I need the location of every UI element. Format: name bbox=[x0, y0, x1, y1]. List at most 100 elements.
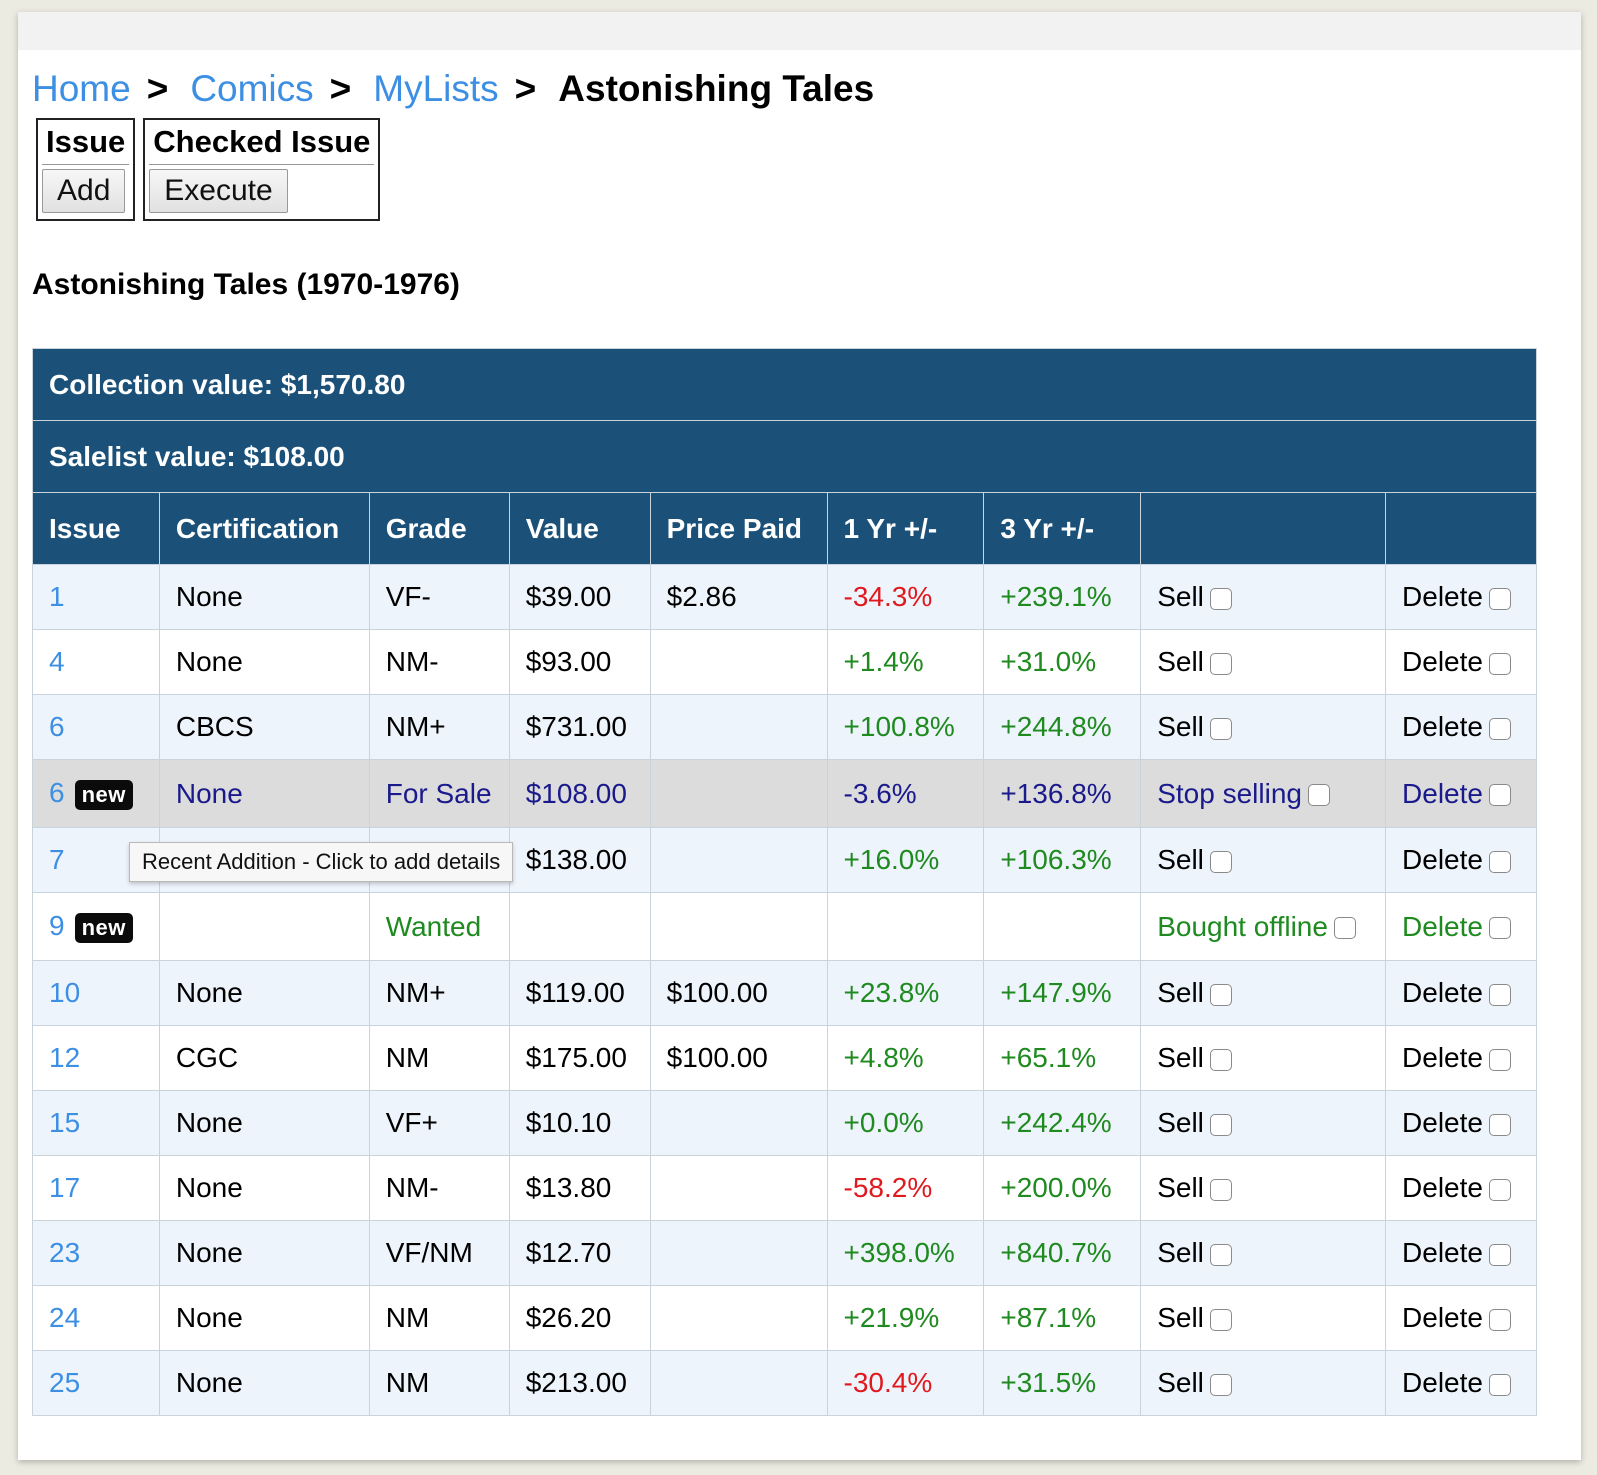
issue-link[interactable]: 6 bbox=[49, 711, 65, 742]
sell-checkbox[interactable] bbox=[1209, 1048, 1232, 1071]
delete-checkbox[interactable] bbox=[1488, 917, 1511, 940]
three-year-change-cell: +65.1% bbox=[983, 1025, 1142, 1091]
delete-checkbox[interactable] bbox=[1488, 652, 1511, 675]
issue-cell: 23 bbox=[32, 1220, 160, 1286]
sell-checkbox[interactable] bbox=[1307, 784, 1330, 807]
breadcrumb-comics-link[interactable]: Comics bbox=[190, 68, 314, 109]
delete-cell: Delete bbox=[1385, 629, 1537, 695]
issue-cell: 6 new bbox=[32, 759, 160, 828]
add-button[interactable]: Add bbox=[42, 169, 126, 213]
execute-button[interactable]: Execute bbox=[149, 169, 288, 213]
grade-cell: NM bbox=[368, 1025, 510, 1091]
value-cell: $12.70 bbox=[508, 1220, 651, 1286]
sell-checkbox[interactable] bbox=[1209, 1308, 1232, 1331]
issue-link[interactable]: 15 bbox=[49, 1107, 81, 1138]
price-paid-cell bbox=[649, 827, 828, 893]
breadcrumb-home-link[interactable]: Home bbox=[32, 68, 131, 109]
three-year-change-cell: +106.3% bbox=[983, 827, 1142, 893]
delete-label: Delete bbox=[1402, 1172, 1483, 1203]
sell-checkbox[interactable] bbox=[1209, 1243, 1232, 1266]
sell-checkbox[interactable] bbox=[1209, 983, 1232, 1006]
sell-label: Sell bbox=[1157, 581, 1204, 612]
table-row: 15 None VF+ $10.10 +0.0% +242.4% Sell Delete bbox=[32, 1090, 1537, 1156]
delete-checkbox[interactable] bbox=[1488, 1308, 1511, 1331]
issue-link[interactable]: 9 bbox=[49, 910, 65, 942]
delete-checkbox[interactable] bbox=[1488, 1178, 1511, 1201]
delete-cell: Delete bbox=[1385, 1025, 1537, 1091]
issue-link[interactable]: 24 bbox=[49, 1302, 81, 1333]
value-cell: $13.80 bbox=[508, 1155, 651, 1221]
price-paid-cell: $100.00 bbox=[649, 1025, 828, 1091]
certification-cell: None bbox=[158, 1090, 370, 1156]
delete-cell: Delete bbox=[1385, 694, 1537, 760]
issue-cell: 15 bbox=[32, 1090, 160, 1156]
one-year-change-cell: -30.4% bbox=[826, 1350, 985, 1416]
delete-label: Delete bbox=[1402, 777, 1483, 809]
sell-checkbox[interactable] bbox=[1209, 652, 1232, 675]
value-cell: $731.00 bbox=[508, 694, 651, 760]
top-bar bbox=[18, 12, 1581, 50]
delete-label: Delete bbox=[1402, 1237, 1483, 1268]
delete-cell: Delete bbox=[1385, 759, 1537, 828]
delete-checkbox[interactable] bbox=[1488, 1373, 1511, 1396]
delete-label: Delete bbox=[1402, 910, 1483, 942]
issue-link[interactable]: 12 bbox=[49, 1042, 81, 1073]
column-header: Issue bbox=[32, 492, 160, 565]
delete-checkbox[interactable] bbox=[1488, 1113, 1511, 1136]
delete-checkbox[interactable] bbox=[1488, 717, 1511, 740]
issue-cell: 4 bbox=[32, 629, 160, 695]
certification-cell: None bbox=[158, 564, 370, 630]
delete-checkbox[interactable] bbox=[1488, 587, 1511, 610]
certification-cell bbox=[158, 892, 370, 961]
delete-cell: Delete bbox=[1385, 564, 1537, 630]
table-row: 25 None NM $213.00 -30.4% +31.5% Sell Delete bbox=[32, 1350, 1537, 1416]
sell-checkbox[interactable] bbox=[1209, 1113, 1232, 1136]
grade-cell: NM bbox=[368, 1350, 510, 1416]
price-paid-cell bbox=[649, 629, 828, 695]
issue-action-header: Issue bbox=[42, 122, 130, 165]
sell-cell: Stop selling bbox=[1140, 759, 1387, 828]
new-badge[interactable]: new bbox=[74, 912, 133, 943]
issue-link[interactable]: 10 bbox=[49, 977, 81, 1008]
delete-checkbox[interactable] bbox=[1488, 1243, 1511, 1266]
delete-checkbox[interactable] bbox=[1488, 1048, 1511, 1071]
three-year-change-cell: +31.5% bbox=[983, 1350, 1142, 1416]
issue-link[interactable]: 23 bbox=[49, 1237, 81, 1268]
one-year-change-cell: -34.3% bbox=[826, 564, 985, 630]
one-year-change-cell: -3.6% bbox=[826, 759, 985, 828]
issue-cell: 17 bbox=[32, 1155, 160, 1221]
sell-label: Sell bbox=[1157, 977, 1204, 1008]
sell-checkbox[interactable] bbox=[1209, 587, 1232, 610]
breadcrumb-mylists-link[interactable]: MyLists bbox=[373, 68, 499, 109]
sell-cell: Sell bbox=[1140, 1350, 1387, 1416]
issue-link[interactable]: 7 bbox=[49, 844, 65, 875]
column-header: 3 Yr +/- bbox=[983, 492, 1142, 565]
grade-cell: NM+ bbox=[368, 960, 510, 1026]
issue-link[interactable]: 17 bbox=[49, 1172, 81, 1203]
delete-checkbox[interactable] bbox=[1488, 784, 1511, 807]
sell-checkbox[interactable] bbox=[1209, 717, 1232, 740]
column-header: Grade bbox=[368, 492, 510, 565]
sell-label: Sell bbox=[1157, 1107, 1204, 1138]
sell-checkbox[interactable] bbox=[1209, 1178, 1232, 1201]
three-year-change-cell: +136.8% bbox=[983, 759, 1142, 828]
sell-checkbox[interactable] bbox=[1333, 917, 1356, 940]
value-cell: $26.20 bbox=[508, 1285, 651, 1351]
issue-link[interactable]: 25 bbox=[49, 1367, 81, 1398]
breadcrumb-current: Astonishing Tales bbox=[558, 68, 875, 109]
salelist-value: Salelist value: $108.00 bbox=[32, 420, 1537, 493]
breadcrumb: Home > Comics > MyLists > Astonishing Ta… bbox=[32, 68, 874, 110]
delete-checkbox[interactable] bbox=[1488, 850, 1511, 873]
issue-cell: 9 new bbox=[32, 892, 160, 961]
delete-label: Delete bbox=[1402, 581, 1483, 612]
issue-link[interactable]: 4 bbox=[49, 646, 65, 677]
new-badge[interactable]: new bbox=[74, 779, 133, 810]
sell-checkbox[interactable] bbox=[1209, 1373, 1232, 1396]
price-paid-cell: $100.00 bbox=[649, 960, 828, 1026]
series-title: Astonishing Tales (1970-1976) bbox=[32, 268, 460, 301]
sell-checkbox[interactable] bbox=[1209, 850, 1232, 873]
delete-checkbox[interactable] bbox=[1488, 983, 1511, 1006]
issue-cell: 1 bbox=[32, 564, 160, 630]
issue-link[interactable]: 6 bbox=[49, 777, 65, 809]
issue-link[interactable]: 1 bbox=[49, 581, 65, 612]
